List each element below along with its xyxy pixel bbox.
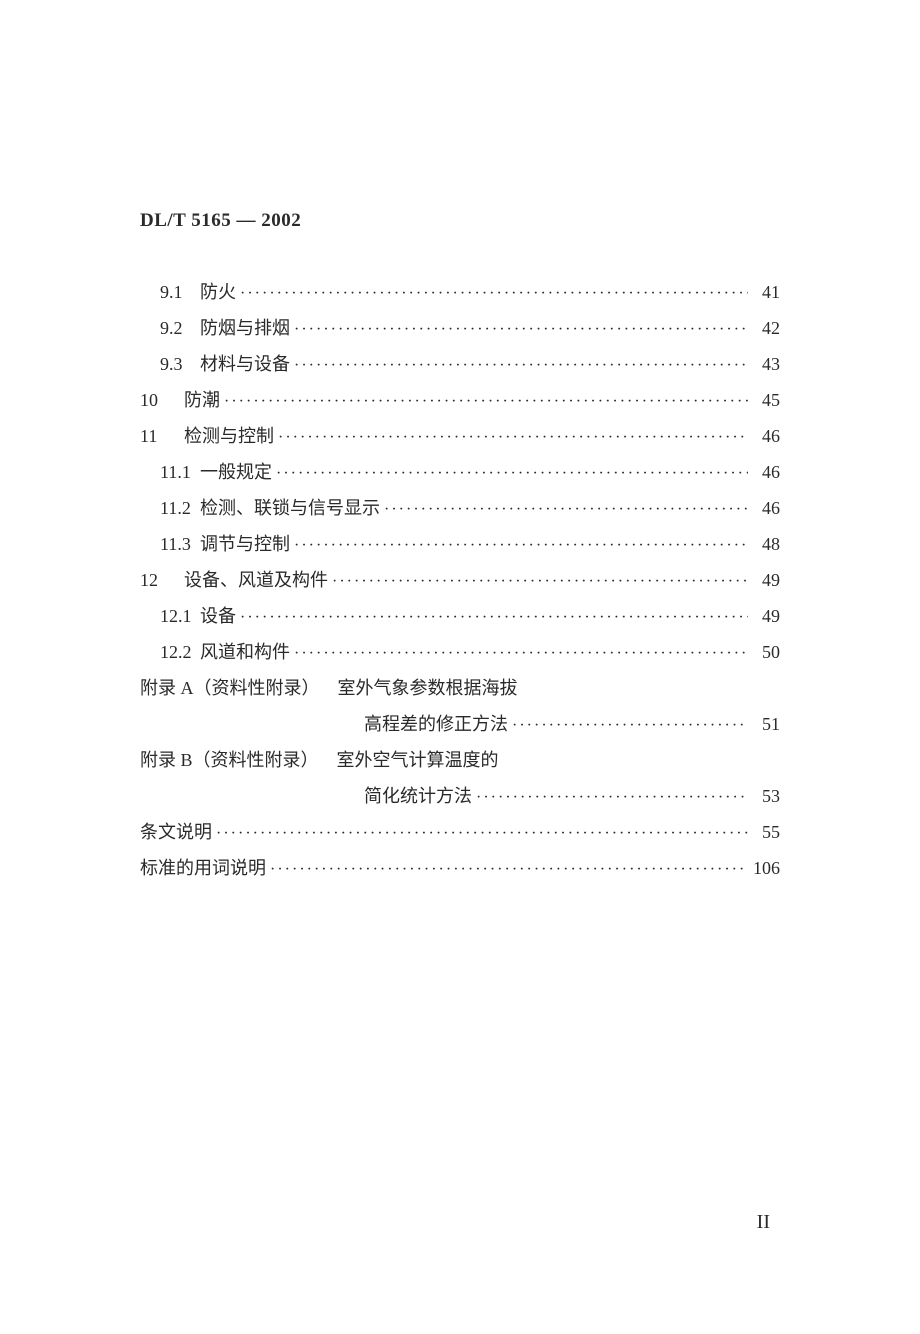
appendix-title: 室外空气计算温度的 bbox=[337, 742, 499, 778]
toc-dots bbox=[328, 566, 748, 598]
toc-label: 防火 bbox=[200, 274, 236, 310]
toc-dots bbox=[508, 710, 748, 742]
toc-page-number: 43 bbox=[748, 346, 780, 382]
appendix-b-line1: 附录 B（资料性附录） 室外空气计算温度的 bbox=[140, 742, 780, 778]
toc-number: 11.2 bbox=[140, 490, 200, 526]
toc-number: 9.3 bbox=[140, 346, 200, 382]
toc-page-number: 50 bbox=[748, 634, 780, 670]
toc-page-number: 42 bbox=[748, 310, 780, 346]
appendix-a-line2: 高程差的修正方法 51 bbox=[140, 706, 780, 742]
appendix-title-cont: 简化统计方法 bbox=[364, 778, 472, 814]
toc-label: 调节与控制 bbox=[200, 526, 290, 562]
document-header: DL/T 5165 — 2002 bbox=[140, 210, 780, 232]
toc-entry: 12 设备、风道及构件 49 bbox=[140, 562, 780, 598]
toc-entry: 11.1 一般规定 46 bbox=[140, 454, 780, 490]
toc-label: 材料与设备 bbox=[200, 346, 290, 382]
toc-label: 标准的用词说明 bbox=[140, 850, 266, 886]
page-footer: II bbox=[757, 1211, 770, 1234]
toc-entry: 12.1 设备 49 bbox=[140, 598, 780, 634]
toc-number: 12.2 bbox=[140, 634, 200, 670]
toc-number: 9.1 bbox=[140, 274, 200, 310]
toc-dots bbox=[472, 782, 748, 814]
toc-number: 12 bbox=[140, 562, 184, 598]
toc-entry: 11 检测与控制 46 bbox=[140, 418, 780, 454]
toc-page-number: 48 bbox=[748, 526, 780, 562]
terms-entry: 标准的用词说明 106 bbox=[140, 850, 780, 886]
appendix-b-line2: 简化统计方法 53 bbox=[140, 778, 780, 814]
toc-entry: 11.2 检测、联锁与信号显示 46 bbox=[140, 490, 780, 526]
toc-dots bbox=[274, 422, 748, 454]
appendix-prefix: 附录 A（资料性附录） bbox=[140, 670, 320, 706]
toc-page: DL/T 5165 — 2002 9.1 防火 41 9.2 防烟与排烟 42 … bbox=[0, 0, 920, 886]
toc-dots bbox=[212, 818, 748, 850]
toc-number: 11.1 bbox=[140, 454, 200, 490]
toc-page-number: 55 bbox=[748, 814, 780, 850]
toc-entry: 9.3 材料与设备 43 bbox=[140, 346, 780, 382]
toc-dots bbox=[220, 386, 748, 418]
toc-entry: 11.3 调节与控制 48 bbox=[140, 526, 780, 562]
toc-entry: 9.1 防火 41 bbox=[140, 274, 780, 310]
toc-dots bbox=[236, 602, 748, 634]
toc-number: 11 bbox=[140, 418, 184, 454]
toc-label: 设备 bbox=[200, 598, 236, 634]
toc-label: 防潮 bbox=[184, 382, 220, 418]
toc-label: 一般规定 bbox=[200, 454, 272, 490]
toc-label: 检测、联锁与信号显示 bbox=[200, 490, 380, 526]
toc-page-number: 49 bbox=[748, 562, 780, 598]
toc-dots bbox=[290, 530, 748, 562]
toc-number: 12.1 bbox=[140, 598, 200, 634]
toc-label: 防烟与排烟 bbox=[200, 310, 290, 346]
toc-page-number: 51 bbox=[748, 706, 780, 742]
toc-page-number: 45 bbox=[748, 382, 780, 418]
appendix-title-cont: 高程差的修正方法 bbox=[364, 706, 508, 742]
toc-entry: 10 防潮 45 bbox=[140, 382, 780, 418]
toc-entry: 9.2 防烟与排烟 42 bbox=[140, 310, 780, 346]
toc-label: 条文说明 bbox=[140, 814, 212, 850]
toc-number: 9.2 bbox=[140, 310, 200, 346]
toc-page-number: 53 bbox=[748, 778, 780, 814]
toc-page-number: 46 bbox=[748, 490, 780, 526]
toc-label: 检测与控制 bbox=[184, 418, 274, 454]
toc-number: 10 bbox=[140, 382, 184, 418]
toc-dots bbox=[290, 350, 748, 382]
toc-dots bbox=[236, 278, 748, 310]
appendix-prefix: 附录 B（资料性附录） bbox=[140, 742, 319, 778]
appendix-title: 室外气象参数根据海拔 bbox=[338, 670, 518, 706]
explanation-entry: 条文说明 55 bbox=[140, 814, 780, 850]
toc-dots bbox=[380, 494, 748, 526]
toc-dots bbox=[290, 314, 748, 346]
toc-number: 11.3 bbox=[140, 526, 200, 562]
toc-page-number: 49 bbox=[748, 598, 780, 634]
toc-page-number: 41 bbox=[748, 274, 780, 310]
toc-dots bbox=[272, 458, 748, 490]
toc-label: 风道和构件 bbox=[200, 634, 290, 670]
toc-label: 设备、风道及构件 bbox=[184, 562, 328, 598]
appendix-a-line1: 附录 A（资料性附录） 室外气象参数根据海拔 bbox=[140, 670, 780, 706]
toc-entry: 12.2 风道和构件 50 bbox=[140, 634, 780, 670]
toc-dots bbox=[266, 854, 748, 886]
toc-page-number: 46 bbox=[748, 418, 780, 454]
toc-dots bbox=[290, 638, 748, 670]
toc-page-number: 46 bbox=[748, 454, 780, 490]
toc-page-number: 106 bbox=[748, 850, 780, 886]
